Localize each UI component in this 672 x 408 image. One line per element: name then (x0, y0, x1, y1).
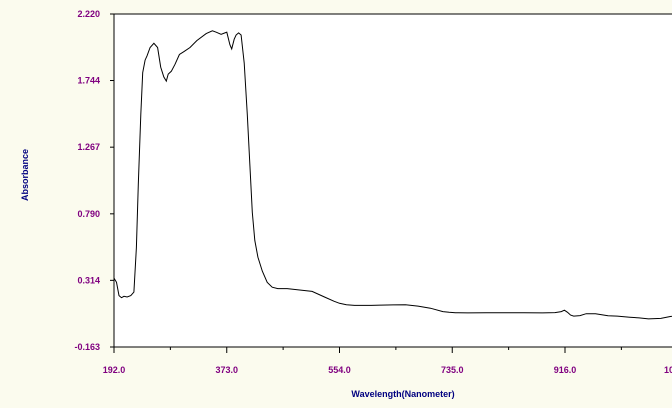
x-tick-label: 192.0 (103, 365, 126, 375)
y-tick-label: -0.163 (74, 342, 100, 352)
y-tick-label: 0.790 (77, 209, 100, 219)
y-tick-label: 1.267 (77, 142, 100, 152)
plot-area (114, 14, 672, 347)
x-axis-title: Wavelength(Nanometer) (351, 389, 454, 399)
x-tick-label: 916.0 (554, 365, 577, 375)
x-tick-label: 1097.0 (664, 365, 672, 375)
y-tick-label: 0.314 (77, 275, 100, 285)
y-tick-label: 1.744 (77, 76, 100, 86)
y-tick-label: 2.220 (77, 9, 100, 19)
ticks-layer: 2.220 1.744 1.267 0.790 0.314 -0.163 192.0 373.… (74, 9, 672, 375)
x-tick-label: 735.0 (441, 365, 464, 375)
x-tick-label: 554.0 (328, 365, 351, 375)
x-tick-label: 373.0 (215, 365, 238, 375)
y-axis-title: Absorbance (20, 149, 30, 201)
absorbance-line (113, 30, 672, 320)
